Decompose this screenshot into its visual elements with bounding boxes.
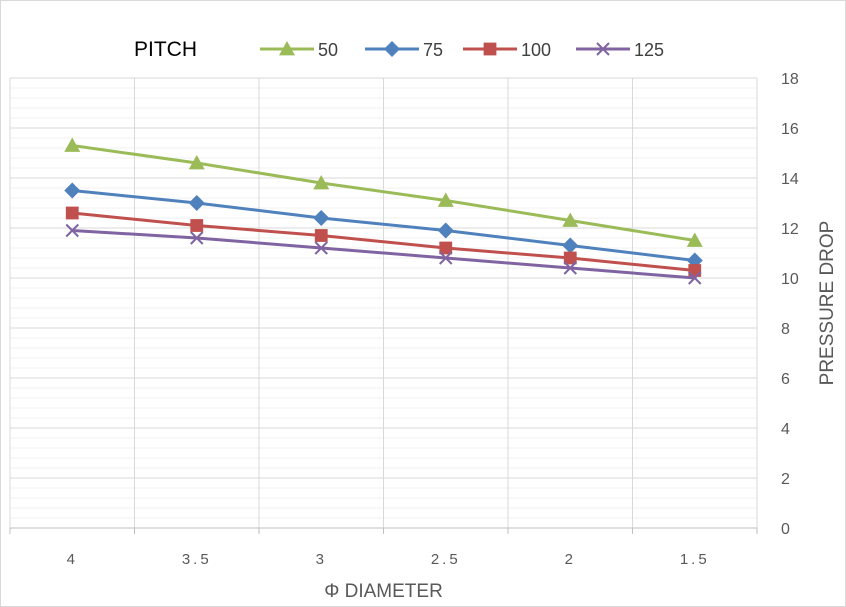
x-axis-ticks: 4 3.5 3 2.5 2 1.5 <box>67 551 710 568</box>
data-point-50 <box>686 232 703 247</box>
legend-marker <box>384 41 400 57</box>
legend-marker <box>279 41 295 56</box>
legend-label: 125 <box>634 40 664 60</box>
legend-item-50: 50 <box>260 40 338 60</box>
legend-title: PITCH <box>134 38 197 61</box>
data-point-125 <box>314 241 328 255</box>
series-line-100 <box>72 211 695 272</box>
data-point-100 <box>190 219 204 232</box>
x-axis-title: Φ DIAMETER <box>324 581 443 602</box>
series-group <box>64 137 703 285</box>
series-line-75 <box>72 189 695 262</box>
marker-stroke <box>65 223 79 238</box>
data-point-125 <box>65 223 79 238</box>
marker-stroke <box>596 42 610 56</box>
series-125 <box>65 223 702 285</box>
data-point-75 <box>437 222 454 239</box>
series-75 <box>64 182 703 269</box>
y-tick-label: 18 <box>781 71 799 88</box>
x-tick-label: 3 <box>316 551 327 568</box>
x-tick-label: 2 <box>565 551 576 568</box>
legend-marker <box>596 42 610 56</box>
y-tick-label: 6 <box>781 371 790 388</box>
data-point-75 <box>562 237 579 254</box>
legend-item-125: 125 <box>576 40 664 60</box>
marker-stroke <box>314 241 328 255</box>
legend-label: 100 <box>521 40 551 60</box>
series-100 <box>65 206 702 277</box>
data-point-50 <box>437 192 454 207</box>
data-point-100 <box>314 229 328 242</box>
axes <box>9 527 758 534</box>
data-point-125 <box>563 261 577 275</box>
grid <box>9 77 758 528</box>
x-tick-label: 2.5 <box>431 551 461 568</box>
y-tick-label: 2 <box>781 471 790 488</box>
data-point-100 <box>65 206 79 220</box>
y-tick-label: 16 <box>781 121 799 138</box>
data-point-100 <box>439 241 453 255</box>
y-tick-label: 8 <box>781 321 790 338</box>
data-point-100 <box>688 264 702 277</box>
legend-item-75: 75 <box>365 40 443 60</box>
marker-stroke <box>688 271 702 285</box>
y-axis-ticks: 0 2 4 6 8 10 12 14 16 18 <box>781 71 799 538</box>
data-point-50 <box>188 155 205 170</box>
marker-stroke <box>190 231 204 245</box>
x-tick-label: 4 <box>67 551 78 568</box>
data-point-75 <box>188 195 205 211</box>
series-line-50 <box>72 144 695 242</box>
legend-item-100: 100 <box>463 40 551 60</box>
y-tick-label: 14 <box>781 171 799 188</box>
legend-label: 75 <box>423 40 443 60</box>
legend-label: 50 <box>318 40 338 60</box>
legend: PITCH 50 75 100 125 <box>134 38 664 61</box>
x-tick-label: 3.5 <box>182 551 212 568</box>
y-axis-title: PRESSURE DROP <box>817 221 838 386</box>
y-tick-label: 0 <box>781 521 790 538</box>
data-point-75 <box>64 182 81 199</box>
data-point-75 <box>313 210 330 226</box>
legend-marker <box>483 42 497 56</box>
data-point-50 <box>64 137 81 152</box>
x-tick-label: 1.5 <box>680 551 710 568</box>
data-point-50 <box>562 212 579 227</box>
marker-stroke <box>563 261 577 275</box>
data-point-100 <box>563 251 577 265</box>
marker-stroke <box>439 251 453 265</box>
series-50 <box>64 137 703 247</box>
y-tick-label: 10 <box>781 271 799 288</box>
data-point-125 <box>439 251 453 265</box>
data-point-50 <box>313 175 330 190</box>
y-tick-label: 12 <box>781 221 799 238</box>
series-line-125 <box>72 229 695 280</box>
y-tick-label: 4 <box>781 421 790 438</box>
data-point-125 <box>688 271 702 285</box>
data-point-125 <box>190 231 204 245</box>
